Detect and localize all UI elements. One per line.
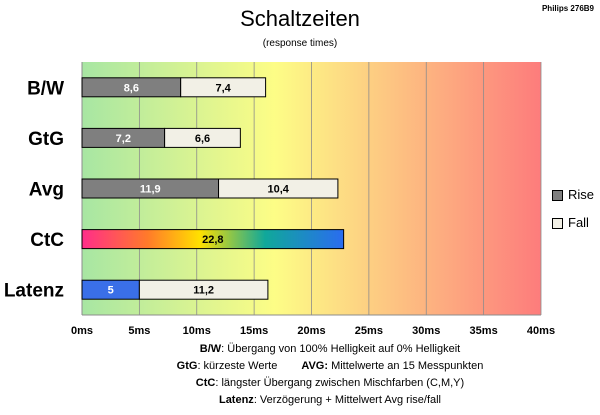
note-key-gtg: GtG — [176, 360, 198, 372]
category-label: Avg — [29, 180, 64, 201]
note-key-ctc: CtC — [195, 377, 216, 389]
note-text-gtg: : kürzeste Werte — [197, 360, 278, 372]
data-label: 8,6 — [124, 82, 139, 94]
category-label: GtG — [28, 129, 64, 150]
legend-swatch-rise — [552, 189, 563, 201]
note-text-latenz: : Verzögerung + Mittelwert Avg rise/fall — [253, 394, 442, 406]
chart-title: Schaltzeiten — [240, 6, 360, 31]
x-tick-label: 5ms — [128, 325, 150, 337]
data-label: 10,4 — [268, 184, 290, 196]
data-label: 22,8 — [202, 234, 223, 246]
data-label: 6,6 — [195, 133, 210, 145]
bar-segment — [164, 127, 241, 148]
note-key-avg: AVG: — [301, 360, 329, 372]
x-tick-label: 25ms — [355, 325, 383, 337]
legend-label-fall: Fall — [568, 215, 589, 230]
data-label: 5 — [108, 285, 114, 297]
x-tick-label: 10ms — [183, 325, 211, 337]
notes: B/W: Übergang von 100% Helligkeit auf 0%… — [60, 341, 600, 409]
note-key-latenz: Latenz — [218, 394, 254, 406]
bar-segment — [138, 279, 269, 300]
note-line-gtg-avg: GtG: kürzeste Werte AVG: Mittelwerte an 1… — [60, 358, 600, 375]
x-tick-label: 35ms — [470, 325, 498, 337]
plot-area: 8,6 7,4 7,2 6,6 11,9 10,4 22,8 5 11,2 B/W GtG Avg C… — [4, 62, 555, 337]
x-tick-label: 0ms — [71, 325, 93, 337]
note-line-ctc: CtC: längster Übergang zwischen Mischfar… — [60, 375, 600, 392]
category-label: Latenz — [4, 281, 64, 302]
x-tick-label: 40ms — [527, 325, 555, 337]
category-label: B/W — [27, 78, 64, 99]
legend-item-fall: Fall — [552, 209, 594, 237]
note-text-bw: : Übergang von 100% Helligkeit auf 0% He… — [221, 343, 461, 355]
data-label: 7,4 — [215, 82, 231, 94]
x-tick-label: 30ms — [412, 325, 440, 337]
x-tick-label: 15ms — [240, 325, 268, 337]
note-text-avg: Mittelwerte an 15 Messpunkten — [328, 360, 484, 372]
bar-segment — [218, 178, 339, 199]
legend-label-rise: Rise — [568, 187, 595, 202]
data-label: 7,2 — [116, 133, 131, 145]
data-label: 11,9 — [140, 184, 161, 196]
legend: Rise Fall — [552, 181, 594, 237]
note-line-latenz: Latenz: Verzögerung + Mittelwert Avg ris… — [60, 392, 600, 409]
x-tick-label: 20ms — [297, 325, 325, 337]
note-key-bw: B/W — [199, 343, 222, 355]
bar-segment — [81, 229, 345, 250]
legend-swatch-fall — [552, 217, 563, 229]
note-text-ctc: : längster Übergang zwischen Mischfarben… — [215, 377, 465, 389]
bar-segment — [180, 77, 267, 98]
data-label: 11,2 — [193, 285, 214, 297]
legend-item-rise: Rise — [552, 181, 594, 209]
note-line-bw: B/W: Übergang von 100% Helligkeit auf 0%… — [60, 341, 600, 358]
monitor-model-label: Philips 276B9 — [541, 4, 594, 13]
chart-subtitle: (response times) — [262, 38, 338, 49]
category-label: CtC — [30, 230, 64, 251]
